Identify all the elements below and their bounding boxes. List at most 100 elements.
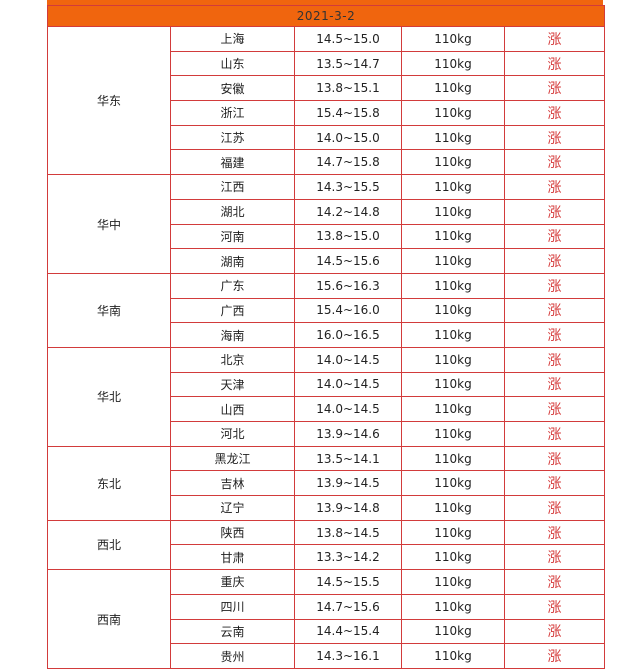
- trend-cell: 涨: [503, 322, 606, 348]
- trend-cell: 涨: [503, 371, 606, 398]
- region-cell: 华东: [47, 25, 171, 176]
- table-row: 浙江 15.4~15.8 110kg 涨: [48, 100, 606, 126]
- table-row: 贵州 14.3~16.1 110kg 涨: [48, 643, 606, 669]
- price-cell: 14.5~15.6: [294, 248, 402, 274]
- province-cell: 河南: [170, 223, 295, 250]
- price-cell: 14.0~14.5: [294, 396, 402, 422]
- province-cell: 陕西: [170, 519, 295, 546]
- weight-cell: 110kg: [401, 421, 505, 447]
- table-row: 西北 陕西 13.8~14.5 110kg 涨: [47, 519, 606, 571]
- trend-cell: 涨: [503, 470, 606, 497]
- weight-cell: 110kg: [401, 100, 505, 126]
- table-row: 湖北 14.2~14.8 110kg 涨: [48, 198, 606, 225]
- weight-cell: 110kg: [401, 519, 505, 546]
- weight-cell: 110kg: [401, 272, 505, 299]
- trend-cell: 涨: [503, 174, 606, 200]
- trend-cell: 涨: [503, 198, 606, 225]
- trend-cell: 涨: [503, 643, 606, 669]
- table-row: 安徽 13.8~15.1 110kg 涨: [48, 75, 606, 102]
- table-row: 海南 16.0~16.5 110kg 涨: [48, 322, 606, 348]
- weight-cell: 110kg: [401, 445, 505, 472]
- trend-cell: 涨: [503, 495, 606, 521]
- price-cell: 14.5~15.5: [294, 569, 402, 595]
- trend-cell: 涨: [503, 124, 606, 151]
- price-cell: 14.3~16.1: [294, 643, 402, 669]
- weight-cell: 110kg: [401, 593, 505, 620]
- price-cell: 15.4~16.0: [294, 297, 402, 324]
- table-row: 广西 15.4~16.0 110kg 涨: [48, 297, 606, 324]
- price-cell: 13.9~14.8: [294, 495, 402, 521]
- weight-cell: 110kg: [401, 149, 505, 176]
- table-row: 华中 江西 14.3~15.5 110kg 涨: [47, 174, 606, 274]
- weight-cell: 110kg: [401, 322, 505, 348]
- region-cell: 华中: [47, 174, 171, 274]
- trend-cell: 涨: [503, 618, 606, 645]
- table-row: 福建 14.7~15.8 110kg 涨: [48, 149, 606, 176]
- trend-cell: 涨: [503, 519, 606, 546]
- region-cell: 西北: [47, 519, 171, 571]
- province-cell: 湖北: [170, 198, 295, 225]
- trend-cell: 涨: [503, 223, 606, 250]
- province-cell: 江苏: [170, 124, 295, 151]
- province-cell: 甘肃: [170, 544, 295, 571]
- date-header-row: 2021-3-2: [46, 5, 606, 27]
- weight-cell: 110kg: [401, 371, 505, 398]
- province-cell: 山东: [170, 50, 295, 77]
- weight-cell: 110kg: [401, 26, 505, 52]
- price-cell: 13.8~15.0: [294, 223, 402, 250]
- weight-cell: 110kg: [401, 495, 505, 521]
- price-cell: 14.5~15.0: [294, 26, 402, 52]
- weight-cell: 110kg: [401, 618, 505, 645]
- trend-cell: 涨: [503, 100, 606, 126]
- table-row: 华南 广东 15.6~16.3 110kg 涨: [47, 272, 606, 348]
- trend-cell: 涨: [503, 346, 606, 373]
- trend-cell: 涨: [503, 593, 606, 620]
- price-cell: 15.4~15.8: [294, 100, 402, 126]
- price-cell: 13.5~14.1: [294, 445, 402, 472]
- price-cell: 13.5~14.7: [294, 50, 402, 77]
- weight-cell: 110kg: [401, 297, 505, 324]
- province-cell: 湖南: [170, 248, 295, 274]
- weight-cell: 110kg: [401, 396, 505, 422]
- trend-cell: 涨: [503, 544, 606, 571]
- table-row: 四川 14.7~15.6 110kg 涨: [48, 593, 606, 620]
- table-row: 河北 13.9~14.6 110kg 涨: [48, 421, 606, 447]
- trend-cell: 涨: [503, 75, 606, 102]
- trend-cell: 涨: [503, 149, 606, 176]
- price-cell: 13.8~15.1: [294, 75, 402, 102]
- province-cell: 天津: [170, 371, 295, 398]
- price-cell: 13.3~14.2: [294, 544, 402, 571]
- price-cell: 14.0~14.5: [294, 346, 402, 373]
- province-cell: 广东: [170, 272, 295, 299]
- price-table: 2021-3-2 华东 上海 14.5~15.0 110kg 涨山东 13.5~14.7 1…: [46, 5, 606, 669]
- province-cell: 浙江: [170, 100, 295, 126]
- province-cell: 福建: [170, 149, 295, 176]
- table-row: 江苏 14.0~15.0 110kg 涨: [48, 124, 606, 151]
- trend-cell: 涨: [503, 248, 606, 274]
- province-cell: 辽宁: [170, 495, 295, 521]
- province-cell: 四川: [170, 593, 295, 620]
- region-cell: 东北: [47, 445, 171, 521]
- region-cell: 华南: [47, 272, 171, 348]
- trend-cell: 涨: [503, 272, 606, 299]
- province-cell: 黑龙江: [170, 445, 295, 472]
- trend-cell: 涨: [503, 445, 606, 472]
- table-row: 华北 北京 14.0~14.5 110kg 涨: [47, 346, 606, 447]
- table-row: 天津 14.0~14.5 110kg 涨: [48, 371, 606, 398]
- price-cell: 14.7~15.8: [294, 149, 402, 176]
- table-row: 华东 上海 14.5~15.0 110kg 涨: [47, 25, 606, 176]
- price-cell: 15.6~16.3: [294, 272, 402, 299]
- weight-cell: 110kg: [401, 346, 505, 373]
- weight-cell: 110kg: [401, 248, 505, 274]
- weight-cell: 110kg: [401, 50, 505, 77]
- trend-cell: 涨: [503, 396, 606, 422]
- province-cell: 山西: [170, 396, 295, 422]
- table-row: 东北 黑龙江 13.5~14.1 110kg 涨: [47, 445, 606, 521]
- price-cell: 14.3~15.5: [294, 174, 402, 200]
- weight-cell: 110kg: [401, 470, 505, 497]
- province-cell: 海南: [170, 322, 295, 348]
- price-cell: 13.9~14.5: [294, 470, 402, 497]
- province-cell: 吉林: [170, 470, 295, 497]
- price-cell: 14.0~14.5: [294, 371, 402, 398]
- price-cell: 14.7~15.6: [294, 593, 402, 620]
